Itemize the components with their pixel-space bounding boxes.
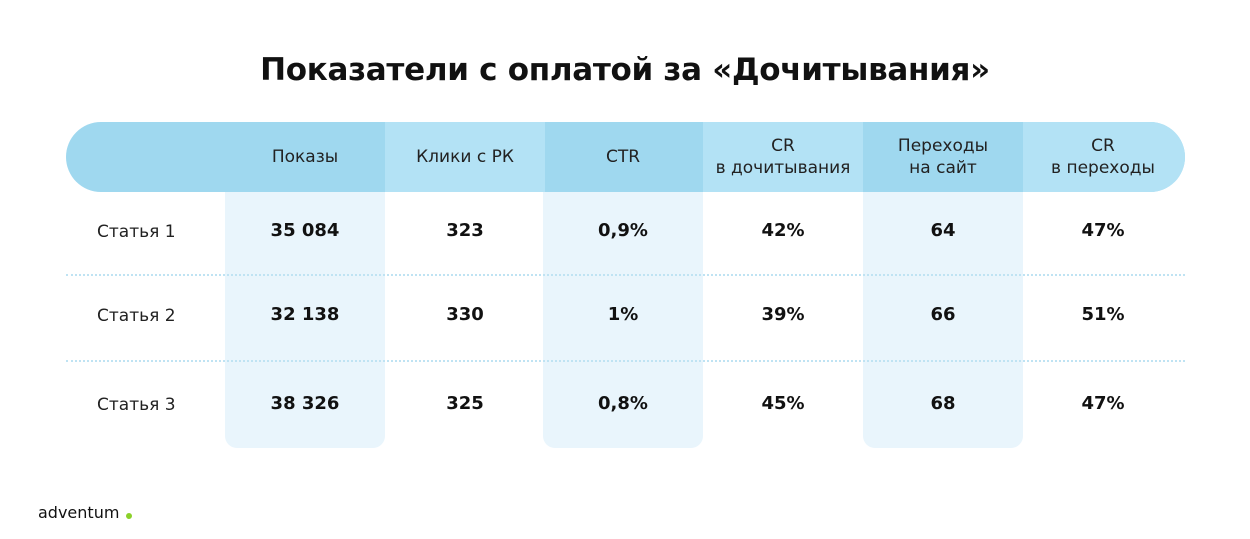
table-cell: 47% [1081,393,1125,414]
header-highlight [703,122,863,192]
row-label: Статья 2 [97,306,176,326]
header-cell: Переходы [897,136,989,156]
row-separator [66,274,1185,276]
header-cell: CR [1091,136,1115,156]
header-cell: в дочитывания [715,158,851,178]
header-cell: на сайт [909,158,977,178]
table-cell: 0,8% [598,393,648,414]
logo-dot [126,513,132,519]
logo: adventum [38,503,120,522]
column-band [863,192,1023,448]
table-cell: 47% [1081,220,1125,241]
table-cell: 39% [761,304,805,325]
header-cell: Показы [271,147,339,167]
table-cell: 323 [446,220,484,241]
table-cell: 330 [446,304,484,325]
table-cell: 35 084 [270,220,340,241]
table-cell: 51% [1081,304,1125,325]
header-cell: в переходы [1051,158,1155,178]
table-cell: 325 [446,393,484,414]
row-label: Статья 1 [97,222,176,242]
row-separator [66,360,1185,362]
header-highlight [385,122,545,192]
header-bar [66,122,1185,192]
row-label: Статья 3 [97,395,176,415]
table-cell: 32 138 [270,304,340,325]
title: Показатели с оплатой за «Дочитывания» [260,52,990,88]
table-cell: 42% [761,220,805,241]
table-cell: 38 326 [270,393,340,414]
header-highlight [1023,122,1185,192]
header-cell: Клики с РК [416,147,514,167]
table-cell: 1% [607,304,639,325]
table-cell: 66 [930,304,956,325]
header-cell: CTR [605,147,641,167]
table-cell: 45% [761,393,805,414]
table-cell: 0,9% [598,220,648,241]
column-band [543,192,703,448]
column-band [225,192,385,448]
table-cell: 68 [930,393,956,414]
header-cell: CR [771,136,795,156]
table-cell: 64 [930,220,956,241]
